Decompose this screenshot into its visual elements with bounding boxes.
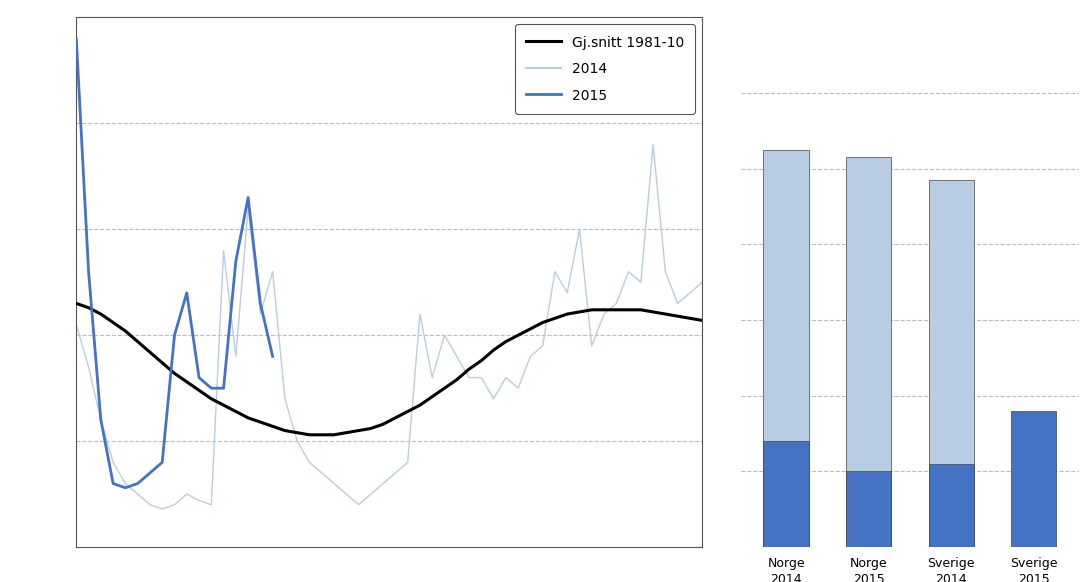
- Bar: [763, 441, 809, 547]
- Legend: Gj.snitt 1981-10, 2014, 2015: Gj.snitt 1981-10, 2014, 2015: [514, 24, 695, 113]
- Bar: [763, 150, 809, 547]
- Bar: [1012, 411, 1056, 547]
- Bar: [929, 464, 973, 547]
- Bar: [929, 180, 973, 547]
- Bar: [846, 471, 892, 547]
- Bar: [846, 158, 892, 547]
